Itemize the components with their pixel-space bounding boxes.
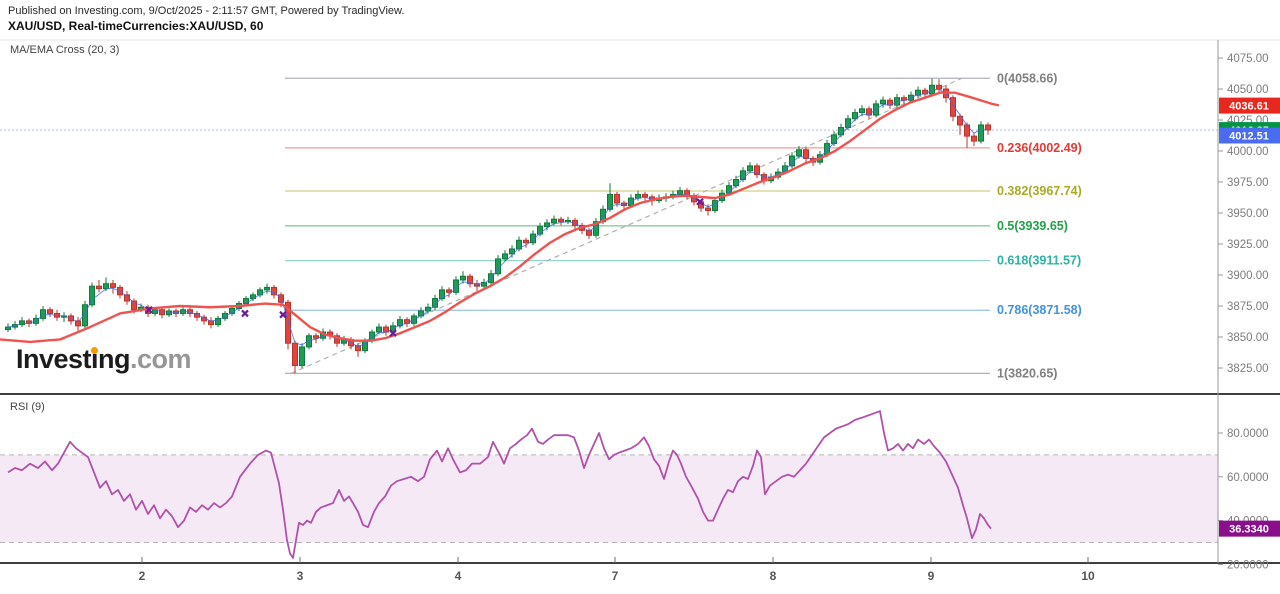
- rsi-indicator-label[interactable]: RSI (9): [10, 401, 45, 413]
- fibonacci-labels: 0(4058.66) 0.236(4002.49) 0.382(3967.74) 0.…: [997, 71, 1082, 380]
- svg-text:80.0000: 80.0000: [1227, 428, 1269, 440]
- ema3-value-tag: [1219, 127, 1280, 144]
- svg-text:2: 2: [139, 569, 146, 583]
- cross-marker-icon: [145, 305, 153, 314]
- svg-text:0(4058.66): 0(4058.66): [997, 71, 1057, 85]
- price-y-axis[interactable]: 4075.004050.004025.004000.003975.003950.…: [1218, 53, 1269, 375]
- svg-text:3900.00: 3900.00: [1227, 270, 1269, 282]
- rsi-band: [0, 454, 1218, 543]
- svg-text:36.3340: 36.3340: [1229, 524, 1269, 536]
- svg-text:4075.00: 4075.00: [1227, 53, 1269, 65]
- watermark-orange-dot-icon: [91, 347, 98, 354]
- svg-text:10: 10: [1081, 569, 1095, 583]
- svg-text:60.0000: 60.0000: [1227, 472, 1269, 484]
- candlestick-series: [5, 78, 991, 374]
- cross-marker-icon: [389, 329, 397, 338]
- published-line: Published on Investing.com, 9/Oct/2025 -…: [8, 5, 405, 17]
- svg-text:3975.00: 3975.00: [1227, 177, 1269, 189]
- ma-ema-indicator-label[interactable]: MA/EMA Cross (20, 3): [10, 44, 120, 56]
- svg-text:1(3820.65): 1(3820.65): [997, 366, 1057, 380]
- svg-text:3825.00: 3825.00: [1227, 363, 1269, 375]
- svg-text:7: 7: [612, 569, 619, 583]
- svg-text:4012.51: 4012.51: [1229, 130, 1269, 142]
- rsi-value-tag: [1219, 520, 1280, 537]
- svg-text:0.786(3871.58): 0.786(3871.58): [997, 303, 1082, 317]
- svg-text:4036.61: 4036.61: [1229, 101, 1269, 113]
- ema-line: [7, 88, 989, 348]
- rsi-line: [7, 410, 992, 559]
- symbol-line: XAU/USD, Real-timeCurrencies:XAU/USD, 60: [8, 19, 264, 33]
- watermark-suffix: .com: [130, 344, 192, 374]
- svg-text:4000.00: 4000.00: [1227, 146, 1269, 158]
- rsi-series: [7, 410, 992, 559]
- svg-text:20.0000: 20.0000: [1227, 559, 1269, 571]
- svg-text:4050.00: 4050.00: [1227, 84, 1269, 96]
- cross-marker-icon: [696, 198, 704, 206]
- cross-marker-icon: [241, 309, 249, 318]
- svg-text:0.5(3939.65): 0.5(3939.65): [997, 219, 1068, 233]
- svg-text:0.236(4002.49): 0.236(4002.49): [997, 141, 1082, 155]
- svg-text:4: 4: [455, 569, 462, 583]
- ma-line: [0, 91, 1000, 344]
- svg-text:9: 9: [928, 569, 935, 583]
- svg-text:3875.00: 3875.00: [1227, 301, 1269, 313]
- svg-text:8: 8: [770, 569, 777, 583]
- axes-frame: [0, 39, 1280, 564]
- ma20-line: [0, 91, 1000, 344]
- cross-marker-icon: [279, 310, 287, 319]
- ema3-line: [7, 88, 989, 348]
- svg-text:3850.00: 3850.00: [1227, 332, 1269, 344]
- svg-text:3: 3: [297, 569, 304, 583]
- investing-watermark-logo: Investing.com: [16, 344, 192, 375]
- ma20-value-tag: [1219, 97, 1280, 114]
- svg-text:0.618(3911.57): 0.618(3911.57): [997, 254, 1081, 268]
- ma-ema-cross-markers: [145, 198, 704, 338]
- svg-text:0.382(3967.74): 0.382(3967.74): [997, 184, 1082, 198]
- svg-text:3925.00: 3925.00: [1227, 239, 1269, 251]
- watermark-brand: Investing: [16, 344, 131, 374]
- svg-text:3950.00: 3950.00: [1227, 208, 1269, 220]
- x-axis[interactable]: 2 3 4 7 8 9 10: [139, 557, 1095, 583]
